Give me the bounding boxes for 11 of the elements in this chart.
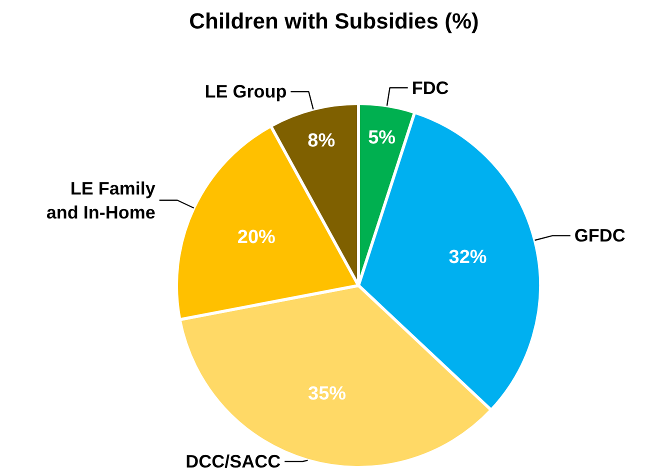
- data-label: 35%: [308, 383, 346, 404]
- data-label: 5%: [368, 128, 396, 149]
- slice-label: DCC/SACC: [186, 452, 281, 472]
- slice-label: LE Family and In-Home: [46, 178, 156, 222]
- slice-label: LE Group: [204, 82, 287, 102]
- slice-label: GFDC: [574, 226, 626, 246]
- data-label: 32%: [448, 246, 487, 268]
- chart-title: Children with Subsidies (%): [189, 8, 479, 34]
- slice-label: FDC: [412, 78, 449, 98]
- data-label: 8%: [308, 130, 336, 152]
- data-label: 20%: [237, 226, 276, 248]
